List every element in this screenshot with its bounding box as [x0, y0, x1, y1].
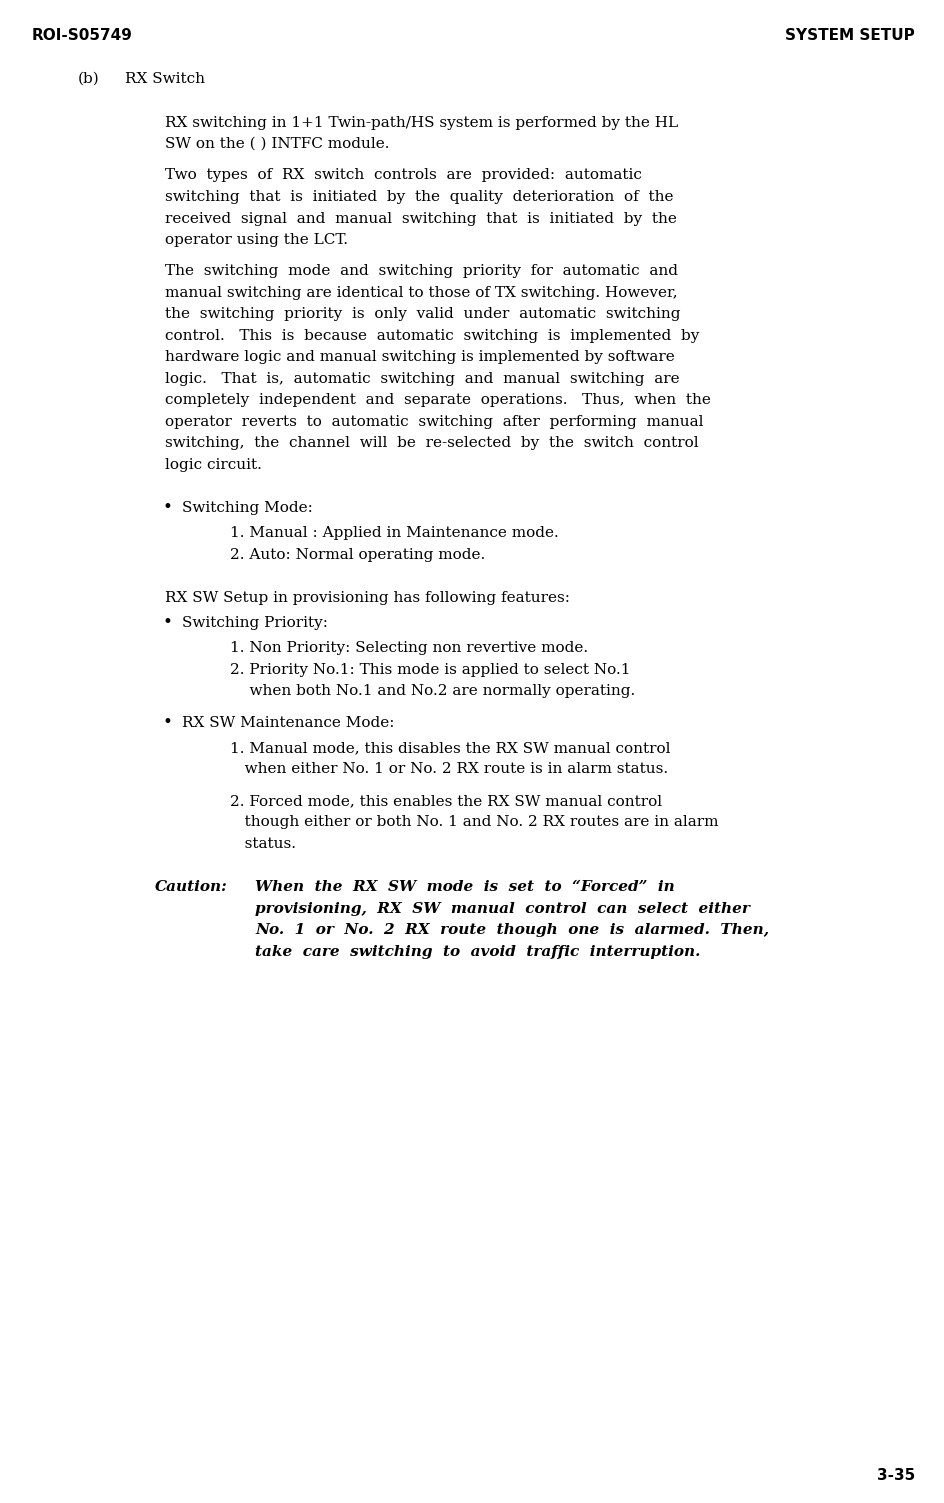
Text: the  switching  priority  is  only  valid  under  automatic  switching: the switching priority is only valid und… [165, 308, 681, 322]
Text: •: • [162, 499, 172, 517]
Text: provisioning,  RX  SW  manual  control  can  select  either: provisioning, RX SW manual control can s… [255, 902, 750, 915]
Text: when both No.1 and No.2 are normally operating.: when both No.1 and No.2 are normally ope… [230, 684, 635, 699]
Text: Switching Priority:: Switching Priority: [182, 616, 328, 630]
Text: 2. Forced mode, this enables the RX SW manual control: 2. Forced mode, this enables the RX SW m… [230, 794, 662, 809]
Text: •: • [162, 714, 172, 730]
Text: take  care  switching  to  avoid  traffic  interruption.: take care switching to avoid traffic int… [255, 945, 700, 959]
Text: received  signal  and  manual  switching  that  is  initiated  by  the: received signal and manual switching tha… [165, 212, 677, 225]
Text: ROI-S05749: ROI-S05749 [32, 29, 133, 44]
Text: control.   This  is  because  automatic  switching  is  implemented  by: control. This is because automatic switc… [165, 329, 700, 343]
Text: 1. Manual mode, this disables the RX SW manual control: 1. Manual mode, this disables the RX SW … [230, 741, 670, 755]
Text: status.: status. [230, 837, 296, 851]
Text: (b): (b) [78, 72, 100, 86]
Text: Two  types  of  RX  switch  controls  are  provided:  automatic: Two types of RX switch controls are prov… [165, 168, 642, 182]
Text: logic circuit.: logic circuit. [165, 458, 261, 472]
Text: RX SW Maintenance Mode:: RX SW Maintenance Mode: [182, 715, 395, 730]
Text: operator  reverts  to  automatic  switching  after  performing  manual: operator reverts to automatic switching … [165, 415, 703, 428]
Text: 1. Manual : Applied in Maintenance mode.: 1. Manual : Applied in Maintenance mode. [230, 526, 559, 541]
Text: 1. Non Priority: Selecting non revertive mode.: 1. Non Priority: Selecting non revertive… [230, 642, 588, 655]
Text: when either No. 1 or No. 2 RX route is in alarm status.: when either No. 1 or No. 2 RX route is i… [230, 762, 668, 777]
Text: manual switching are identical to those of TX switching. However,: manual switching are identical to those … [165, 286, 678, 301]
Text: Caution:: Caution: [155, 881, 228, 894]
Text: SW on the ( ) INTFC module.: SW on the ( ) INTFC module. [165, 137, 390, 150]
Text: SYSTEM SETUP: SYSTEM SETUP [785, 29, 915, 44]
Text: Switching Mode:: Switching Mode: [182, 502, 312, 516]
Text: RX switching in 1+1 Twin-path/HS system is performed by the HL: RX switching in 1+1 Twin-path/HS system … [165, 116, 678, 129]
Text: The  switching  mode  and  switching  priority  for  automatic  and: The switching mode and switching priorit… [165, 265, 678, 278]
Text: operator using the LCT.: operator using the LCT. [165, 233, 348, 246]
Text: though either or both No. 1 and No. 2 RX routes are in alarm: though either or both No. 1 and No. 2 RX… [230, 816, 718, 830]
Text: completely  independent  and  separate  operations.   Thus,  when  the: completely independent and separate oper… [165, 394, 711, 407]
Text: logic.   That  is,  automatic  switching  and  manual  switching  are: logic. That is, automatic switching and … [165, 373, 680, 386]
Text: No.  1  or  No.  2  RX  route  though  one  is  alarmed.  Then,: No. 1 or No. 2 RX route though one is al… [255, 923, 769, 938]
Text: RX SW Setup in provisioning has following features:: RX SW Setup in provisioning has followin… [165, 592, 570, 606]
Text: •: • [162, 615, 172, 631]
Text: switching  that  is  initiated  by  the  quality  deterioration  of  the: switching that is initiated by the quali… [165, 189, 673, 204]
Text: 2. Auto: Normal operating mode.: 2. Auto: Normal operating mode. [230, 549, 485, 562]
Text: switching,  the  channel  will  be  re-selected  by  the  switch  control: switching, the channel will be re-select… [165, 436, 699, 451]
Text: 3-35: 3-35 [877, 1468, 915, 1483]
Text: When  the  RX  SW  mode  is  set  to  “Forced”  in: When the RX SW mode is set to “Forced” i… [255, 881, 675, 894]
Text: 2. Priority No.1: This mode is applied to select No.1: 2. Priority No.1: This mode is applied t… [230, 663, 631, 676]
Text: RX Switch: RX Switch [125, 72, 205, 86]
Text: hardware logic and manual switching is implemented by software: hardware logic and manual switching is i… [165, 350, 675, 365]
